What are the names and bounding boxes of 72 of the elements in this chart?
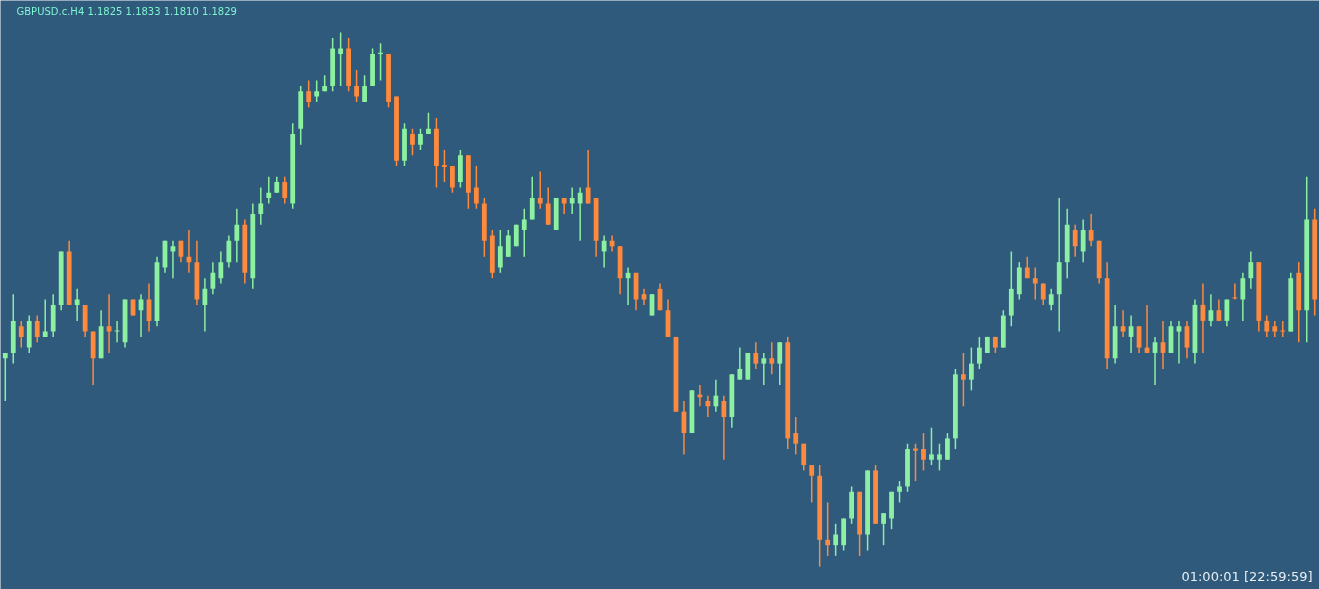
candlestick: [1232, 282, 1238, 301]
candlestick: [282, 175, 288, 205]
candlestick: [577, 186, 583, 242]
candlestick: [442, 149, 447, 183]
text: 01:00:01 [22:59:59]: [1181, 568, 1313, 584]
candlestick: [505, 229, 511, 258]
candlestick: [968, 346, 974, 392]
candlestick: [497, 229, 503, 274]
candlestick: [761, 352, 767, 386]
candlestick: [569, 186, 575, 215]
candlestick: [913, 442, 918, 482]
candlestick: [601, 234, 607, 269]
candlestick: [210, 261, 216, 295]
candlestick: [18, 320, 24, 349]
candlestick: [1240, 272, 1246, 322]
candlestick: [921, 432, 926, 472]
candlestick: [258, 186, 264, 226]
candlestick: [529, 175, 535, 221]
candlestick: [2, 352, 8, 402]
candlestick: [825, 501, 831, 557]
candlestick: [74, 288, 80, 322]
chart-title: GBPUSD.c.H4 1.1825 1.1833 1.1810 1.1829: [16, 5, 237, 17]
candlestick: [1264, 314, 1270, 338]
candlestick: [1176, 320, 1182, 365]
candlestick: [306, 79, 312, 109]
candlestick: [218, 250, 224, 285]
candlestick: [1032, 266, 1038, 301]
candlestick: [354, 69, 359, 103]
candlestick: [769, 341, 775, 376]
candlestick: [1072, 224, 1078, 258]
candlestick: [809, 464, 815, 504]
candlestick: [226, 234, 232, 269]
candlestick: [450, 165, 455, 194]
candlestick: [833, 523, 839, 557]
candlestick: [338, 31, 344, 87]
candlestick: [362, 74, 367, 103]
candlestick: [537, 170, 543, 210]
candlestick: [1120, 309, 1126, 338]
candlestick: [777, 341, 783, 386]
candlestick: [1088, 213, 1094, 247]
candlestick: [234, 208, 240, 263]
candlestick: [266, 175, 272, 205]
candlestick: [585, 149, 591, 205]
candlestick: [521, 208, 527, 258]
candlestick: [314, 79, 320, 103]
candlestick: [561, 197, 567, 215]
candlestick: [801, 442, 807, 472]
candlestick: [42, 298, 48, 338]
candlestick: [793, 416, 799, 456]
candlestick: [34, 314, 40, 344]
candlestick: [881, 512, 886, 546]
candlestick: [753, 341, 759, 370]
candlestick: [410, 127, 415, 157]
candlestick: [929, 426, 934, 466]
candlestick: [737, 346, 743, 381]
candlestick: [418, 127, 423, 151]
candlestick: [961, 352, 966, 408]
candlestick: [976, 336, 982, 370]
candlestick: [378, 42, 383, 82]
candlestick: [545, 186, 551, 226]
candlestick: [1080, 218, 1086, 263]
candlestick: [473, 165, 479, 210]
candlestick: [1048, 288, 1054, 311]
candlestick: [1280, 320, 1286, 338]
candlestick: [1248, 250, 1254, 290]
candlestick: [106, 293, 112, 354]
candlestick: [1224, 298, 1230, 327]
candlestick: [945, 432, 950, 461]
candlestick: [713, 378, 719, 413]
candlestick: [897, 480, 902, 504]
candlestick: [721, 394, 727, 461]
candlestick: [937, 442, 942, 472]
